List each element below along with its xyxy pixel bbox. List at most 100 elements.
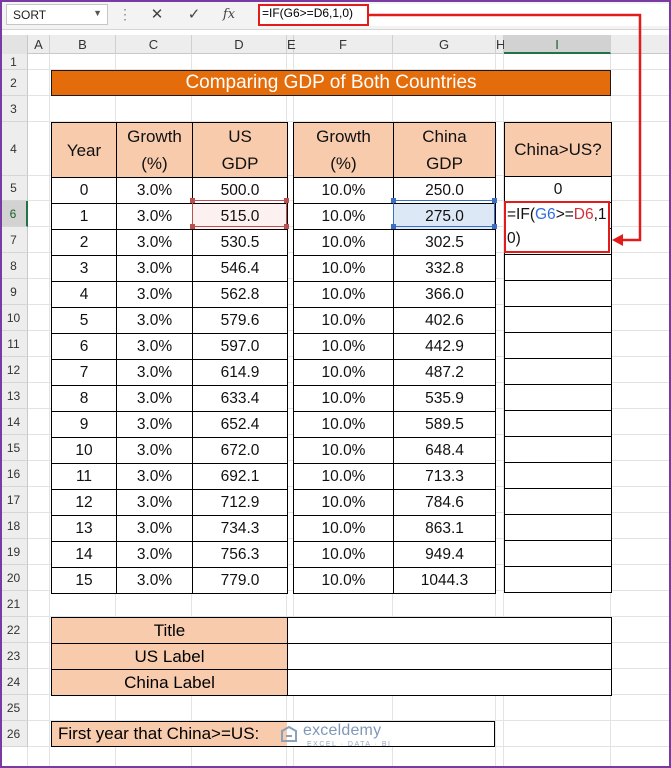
us-growth-cell[interactable]: 3.0% (116, 437, 193, 464)
us-growth-cell[interactable]: 3.0% (116, 541, 193, 568)
column-header-e[interactable]: E (287, 35, 296, 54)
label-cell[interactable]: US Label (51, 643, 288, 670)
cancel-button[interactable]: ✕ (144, 4, 170, 25)
row-header-5[interactable]: 5 (0, 176, 28, 201)
us-growth-cell[interactable]: 3.0% (116, 359, 193, 386)
select-all-corner[interactable] (0, 35, 28, 54)
compare-cell[interactable]: 0 (504, 176, 612, 203)
us-growth-cell[interactable]: 3.0% (116, 333, 193, 360)
label-cell[interactable]: Title (51, 617, 288, 644)
china-gdp-cell[interactable]: 1044.3 (393, 567, 496, 594)
china-gdp-cell[interactable]: 648.4 (393, 437, 496, 464)
china-growth-cell[interactable]: 10.0% (293, 463, 394, 490)
china-growth-cell[interactable]: 10.0% (293, 489, 394, 516)
row-header-23[interactable]: 23 (0, 643, 28, 669)
compare-cell[interactable] (504, 254, 612, 281)
us-growth-cell[interactable]: 3.0% (116, 489, 193, 516)
compare-cell[interactable] (504, 514, 612, 541)
china-gdp-cell[interactable]: 535.9 (393, 385, 496, 412)
china-growth-cell[interactable]: 10.0% (293, 541, 394, 568)
row-header-25[interactable]: 25 (0, 695, 28, 721)
china-growth-cell[interactable]: 10.0% (293, 229, 394, 256)
row-header-4[interactable]: 4 (0, 122, 28, 176)
us-growth-cell[interactable]: 3.0% (116, 203, 193, 230)
row-header-24[interactable]: 24 (0, 669, 28, 695)
row-header-14[interactable]: 14 (0, 409, 28, 435)
selection-handle[interactable] (391, 224, 396, 229)
row-header-2[interactable]: 2 (0, 70, 28, 96)
china-growth-cell[interactable]: 10.0% (293, 437, 394, 464)
year-cell[interactable]: 10 (51, 437, 117, 464)
row-header-1[interactable]: 1 (0, 54, 28, 70)
us-gdp-cell[interactable]: 546.4 (192, 255, 288, 282)
name-box[interactable]: SORT ▼ (6, 4, 108, 25)
year-cell[interactable]: 8 (51, 385, 117, 412)
row-header-19[interactable]: 19 (0, 539, 28, 565)
row-header-26[interactable]: 26 (0, 721, 28, 747)
row-header-18[interactable]: 18 (0, 513, 28, 539)
header-china-gt-us[interactable]: China>US? (504, 122, 612, 177)
us-gdp-cell[interactable]: 614.9 (192, 359, 288, 386)
header-year[interactable]: Year (51, 122, 117, 178)
selection-handle[interactable] (391, 198, 396, 203)
column-header-c[interactable]: C (116, 35, 192, 54)
us-growth-cell[interactable]: 3.0% (116, 307, 193, 334)
header-us-growth[interactable]: Growth (%) (116, 122, 193, 178)
us-gdp-cell[interactable]: 712.9 (192, 489, 288, 516)
year-cell[interactable]: 15 (51, 567, 117, 594)
us-growth-cell[interactable]: 3.0% (116, 567, 193, 594)
compare-cell[interactable] (504, 488, 612, 515)
column-header-h[interactable]: H (496, 35, 506, 54)
us-gdp-cell[interactable]: 652.4 (192, 411, 288, 438)
label-value-cell[interactable] (287, 669, 612, 696)
compare-cell[interactable] (504, 280, 612, 307)
us-gdp-cell[interactable]: 672.0 (192, 437, 288, 464)
us-gdp-cell[interactable]: 515.0 (192, 203, 288, 230)
label-cell[interactable]: China Label (51, 669, 288, 696)
us-growth-cell[interactable]: 3.0% (116, 385, 193, 412)
china-gdp-cell[interactable]: 442.9 (393, 333, 496, 360)
column-header-d[interactable]: D (192, 35, 287, 54)
row-header-22[interactable]: 22 (0, 617, 28, 643)
year-cell[interactable]: 3 (51, 255, 117, 282)
year-cell[interactable]: 2 (51, 229, 117, 256)
china-gdp-cell[interactable]: 402.6 (393, 307, 496, 334)
label-value-cell[interactable] (287, 617, 612, 644)
year-cell[interactable]: 9 (51, 411, 117, 438)
row-header-12[interactable]: 12 (0, 357, 28, 383)
enter-button[interactable]: ✓ (181, 4, 207, 25)
year-cell[interactable]: 13 (51, 515, 117, 542)
us-growth-cell[interactable]: 3.0% (116, 463, 193, 490)
selection-handle[interactable] (284, 198, 289, 203)
row-header-6[interactable]: 6 (0, 201, 28, 227)
us-gdp-cell[interactable]: 779.0 (192, 567, 288, 594)
china-growth-cell[interactable]: 10.0% (293, 385, 394, 412)
us-gdp-cell[interactable]: 734.3 (192, 515, 288, 542)
us-growth-cell[interactable]: 3.0% (116, 255, 193, 282)
selection-handle[interactable] (492, 198, 497, 203)
year-cell[interactable]: 12 (51, 489, 117, 516)
year-cell[interactable]: 5 (51, 307, 117, 334)
us-gdp-cell[interactable]: 597.0 (192, 333, 288, 360)
column-header-f[interactable]: F (294, 35, 393, 54)
china-gdp-cell[interactable]: 784.6 (393, 489, 496, 516)
row-header-21[interactable]: 21 (0, 591, 28, 617)
compare-cell[interactable] (504, 436, 612, 463)
compare-cell[interactable] (504, 332, 612, 359)
us-growth-cell[interactable]: 3.0% (116, 515, 193, 542)
year-cell[interactable]: 1 (51, 203, 117, 230)
china-growth-cell[interactable]: 10.0% (293, 307, 394, 334)
column-header-i[interactable]: I (504, 35, 611, 54)
active-cell-editor[interactable]: =IF(G6>=D6,1 0) (504, 201, 610, 253)
row-header-8[interactable]: 8 (0, 253, 28, 279)
row-header-16[interactable]: 16 (0, 461, 28, 487)
row-header-9[interactable]: 9 (0, 279, 28, 305)
us-gdp-cell[interactable]: 756.3 (192, 541, 288, 568)
china-growth-cell[interactable]: 10.0% (293, 177, 394, 204)
header-us-gdp[interactable]: US GDP (192, 122, 288, 178)
compare-cell[interactable] (504, 384, 612, 411)
china-growth-cell[interactable]: 10.0% (293, 359, 394, 386)
us-gdp-cell[interactable]: 692.1 (192, 463, 288, 490)
china-gdp-cell[interactable]: 332.8 (393, 255, 496, 282)
compare-cell[interactable] (504, 410, 612, 437)
